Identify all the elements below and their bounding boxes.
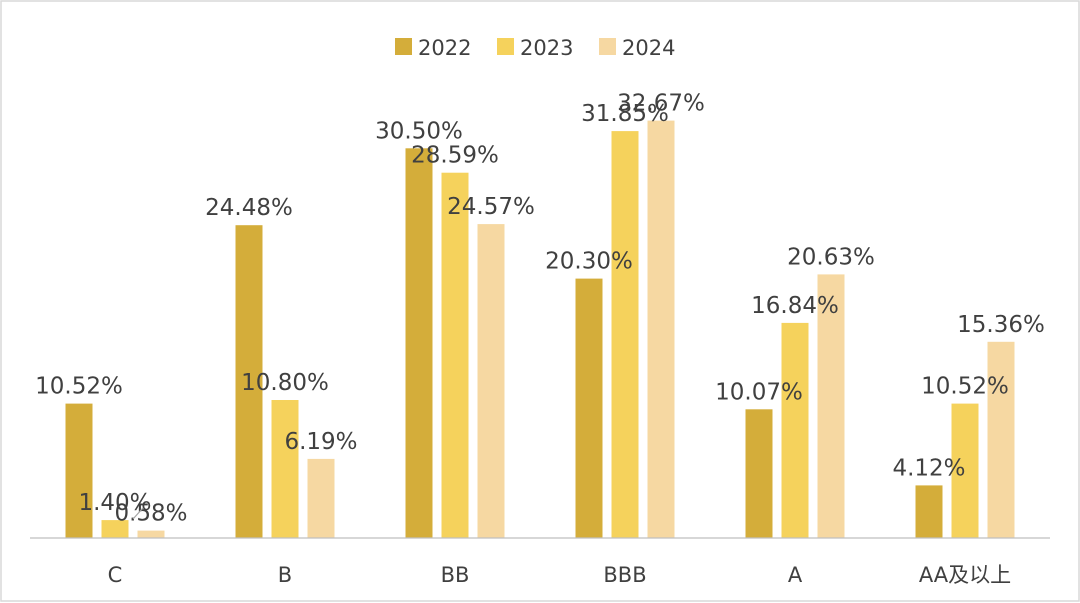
legend-label-2022: 2022 (418, 36, 471, 60)
leader-line (132, 507, 144, 520)
data-label-2024-bb: 24.57% (447, 194, 535, 220)
bar-2022-bb (405, 148, 433, 539)
data-label-2022-bbb: 20.30% (545, 249, 633, 275)
bars-layer (65, 120, 1015, 539)
data-label-2024-bbb: 32.67% (617, 91, 705, 117)
bar-2024-b (307, 458, 335, 538)
data-label-2023-bb: 28.59% (411, 143, 499, 169)
bar-2023-bb (441, 172, 469, 538)
data-label-2024-aa-: 15.36% (957, 312, 1045, 338)
data-label-2024-b: 6.19% (284, 429, 357, 455)
data-label-2022-aa-: 4.12% (892, 455, 965, 481)
data-label-2023-b: 10.80% (241, 370, 329, 396)
bar-2023-c (101, 520, 129, 538)
bar-2024-bbb (647, 120, 675, 538)
bar-2022-a (745, 409, 773, 538)
category-labels-layer: C B BB BBB A AA及以上 (108, 563, 1012, 587)
data-label-2022-bb: 30.50% (375, 118, 463, 144)
category-label-bb: BB (441, 563, 470, 587)
data-label-2022-c: 10.52% (35, 374, 123, 400)
category-label-b: B (278, 563, 292, 587)
bar-2023-b (271, 400, 299, 538)
legend-swatch-2022 (395, 38, 412, 55)
legend-swatch-2023 (497, 38, 514, 55)
bar-2024-a (817, 274, 845, 538)
data-label-2022-b: 24.48% (205, 195, 293, 221)
data-label-2023-a: 16.84% (751, 293, 839, 319)
category-label-a: A (788, 563, 803, 587)
data-label-2022-a: 10.07% (715, 379, 803, 405)
legend: 2022 2023 2024 (395, 36, 675, 60)
category-label-c: C (108, 563, 123, 587)
data-label-2023-aa-: 10.52% (921, 374, 1009, 400)
data-label-2024-c: 0.58% (114, 501, 187, 527)
legend-label-2024: 2024 (622, 36, 675, 60)
bar-2023-a (781, 322, 809, 538)
category-label-bbb: BBB (603, 563, 646, 587)
bar-2022-bbb (575, 278, 603, 538)
legend-label-2023: 2023 (520, 36, 573, 60)
category-label-aa-: AA及以上 (919, 563, 1011, 587)
bar-2022-c (65, 403, 93, 538)
legend-swatch-2024 (599, 38, 616, 55)
data-labels-layer: 10.52%1.40%0.58%24.48%10.80%6.19%30.50%2… (35, 91, 1045, 527)
bar-2024-aa- (987, 341, 1015, 538)
bar-2022-b (235, 225, 263, 538)
data-label-2023-bbb: 31.85% (581, 101, 669, 127)
bar-2024-bb (477, 224, 505, 538)
data-label-2024-a: 20.63% (787, 244, 875, 270)
bar-2022-aa- (915, 485, 943, 538)
bar-2023-bbb (611, 131, 639, 538)
bar-2024-c (137, 530, 165, 538)
bar-2023-aa- (951, 403, 979, 538)
